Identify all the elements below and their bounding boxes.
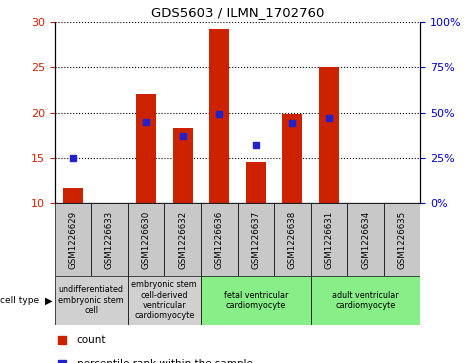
Text: GSM1226632: GSM1226632	[178, 211, 187, 269]
Text: GSM1226634: GSM1226634	[361, 211, 370, 269]
Bar	[128, 276, 201, 325]
Text: GSM1226631: GSM1226631	[324, 211, 333, 269]
Bar	[172, 128, 193, 203]
Bar	[136, 94, 156, 203]
Bar	[128, 203, 164, 276]
Bar	[319, 67, 339, 203]
Bar	[55, 276, 128, 325]
Text: GSM1226633: GSM1226633	[105, 211, 114, 269]
Bar	[164, 203, 201, 276]
Bar	[274, 203, 311, 276]
Text: adult ventricular
cardiomyocyte: adult ventricular cardiomyocyte	[332, 291, 399, 310]
Bar	[91, 203, 128, 276]
Text: GSM1226638: GSM1226638	[288, 211, 297, 269]
Text: fetal ventricular
cardiomyocyte: fetal ventricular cardiomyocyte	[224, 291, 288, 310]
Text: undifferentiated
embryonic stem
cell: undifferentiated embryonic stem cell	[58, 285, 124, 315]
Bar	[201, 276, 311, 325]
Bar	[63, 188, 83, 203]
Text: GSM1226635: GSM1226635	[398, 211, 407, 269]
Title: GDS5603 / ILMN_1702760: GDS5603 / ILMN_1702760	[151, 6, 324, 19]
Bar	[311, 203, 347, 276]
Text: embryonic stem
cell-derived
ventricular
cardiomyocyte: embryonic stem cell-derived ventricular …	[132, 280, 197, 321]
Text: percentile rank within the sample: percentile rank within the sample	[76, 359, 252, 363]
Bar	[282, 114, 303, 203]
Bar	[246, 162, 266, 203]
Bar	[55, 203, 91, 276]
Text: cell type: cell type	[0, 296, 39, 305]
Text: GSM1226630: GSM1226630	[142, 211, 151, 269]
Text: GSM1226636: GSM1226636	[215, 211, 224, 269]
Text: ▶: ▶	[45, 295, 52, 305]
Bar	[209, 29, 229, 203]
Bar	[201, 203, 238, 276]
Text: GSM1226637: GSM1226637	[251, 211, 260, 269]
Text: GSM1226629: GSM1226629	[68, 211, 77, 269]
Text: count: count	[76, 335, 106, 345]
Bar	[311, 276, 420, 325]
Bar	[384, 203, 420, 276]
Bar	[238, 203, 274, 276]
Bar	[347, 203, 384, 276]
